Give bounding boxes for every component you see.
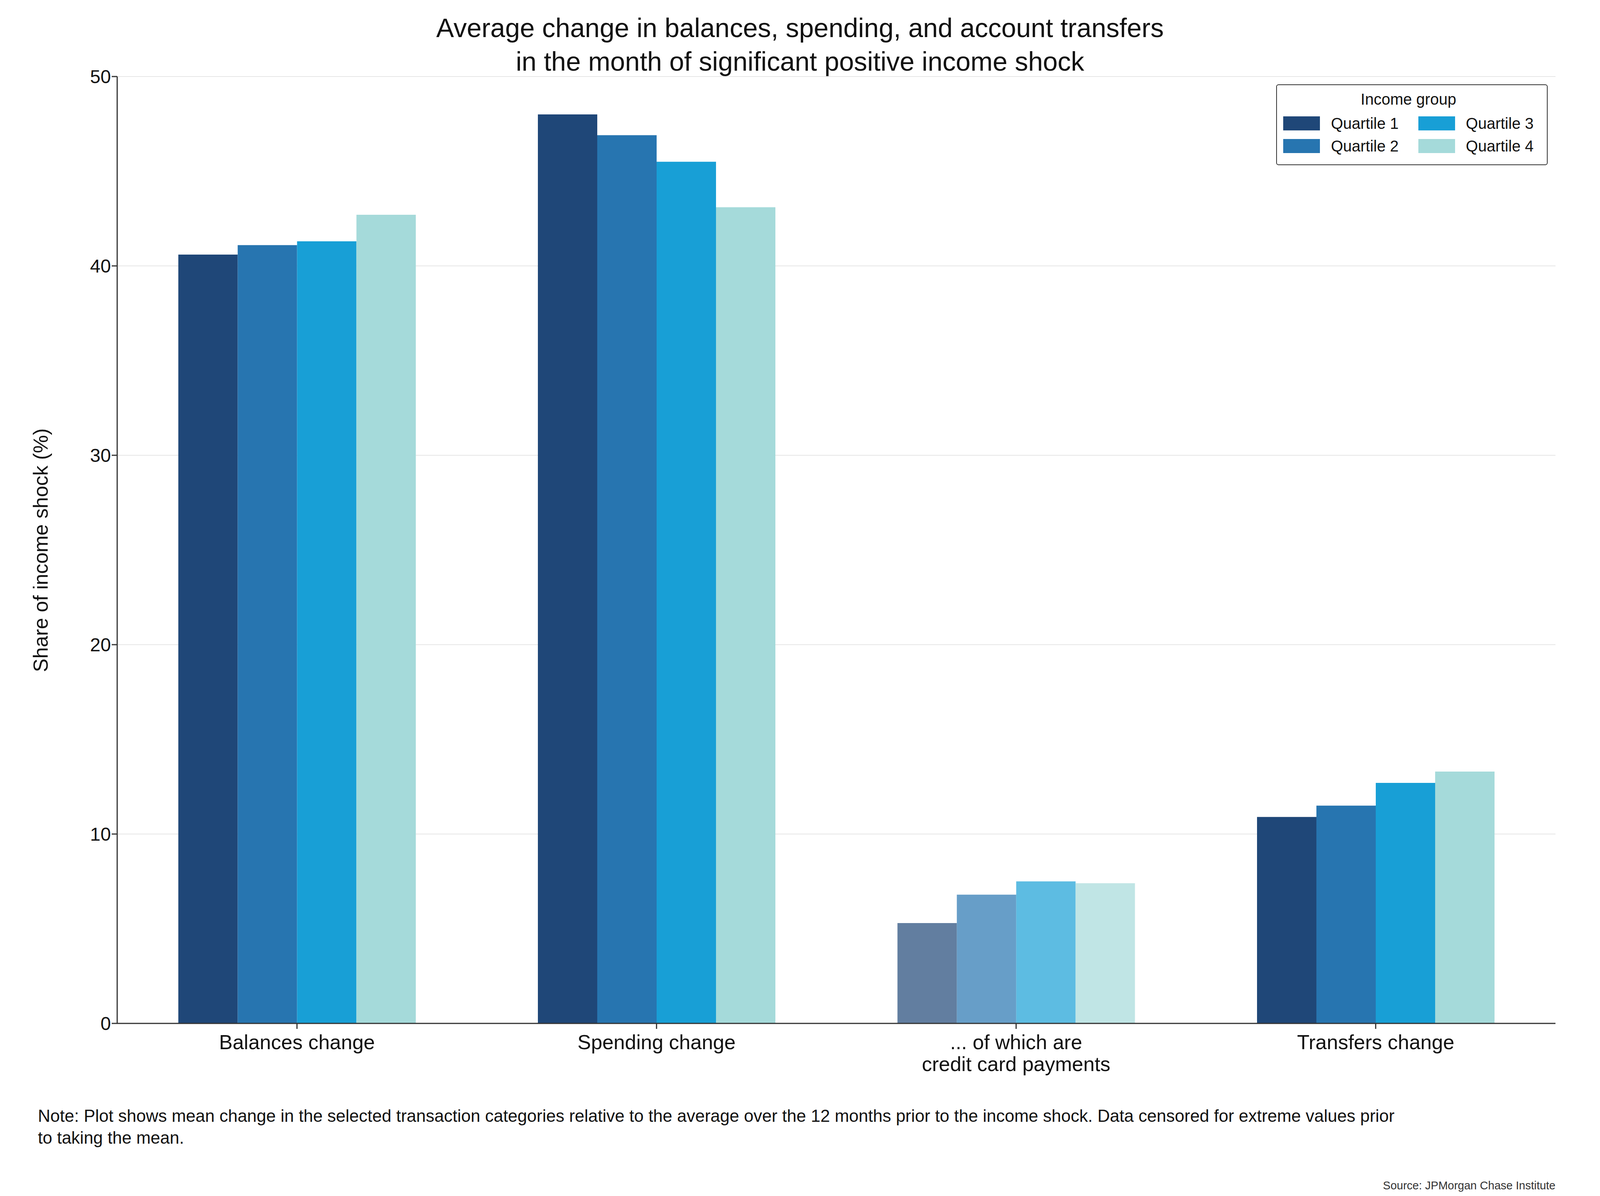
svg-text:50: 50 — [90, 66, 111, 88]
html-text:Source: JPMorgan Chase Institu: Source: JPMorgan Chase Institute — [1382, 1179, 1556, 1193]
svg-text:10: 10 — [90, 824, 111, 845]
html-text:Average change in balances, sp: Average change in balances, spending, an… — [436, 12, 1164, 77]
svg-text:... of which are: ... of which are — [950, 1031, 1083, 1054]
html-text:Quartile 3: Quartile 3 — [1465, 114, 1534, 132]
svg-text:credit card payments: credit card payments — [921, 1053, 1111, 1076]
svg-text:40: 40 — [90, 255, 111, 277]
html-text:Share of income shock (%): Share of income shock (%) — [29, 428, 52, 673]
svg-text:0: 0 — [100, 1013, 111, 1035]
svg-text:Spending change: Spending change — [577, 1031, 736, 1054]
html-text:Income group: Income group — [1360, 90, 1457, 108]
svg-text:Balances change: Balances change — [219, 1031, 375, 1054]
svg-text:30: 30 — [90, 445, 111, 467]
html-text:Quartile 1: Quartile 1 — [1330, 114, 1399, 132]
html-text:Quartile 2: Quartile 2 — [1330, 137, 1399, 155]
html-text:Quartile 4: Quartile 4 — [1465, 137, 1534, 155]
svg-text:20: 20 — [90, 634, 111, 656]
svg-text:Transfers change: Transfers change — [1296, 1031, 1455, 1054]
html-text:Note: Plot shows mean change i: Note: Plot shows mean change in the sele… — [37, 1106, 1395, 1148]
